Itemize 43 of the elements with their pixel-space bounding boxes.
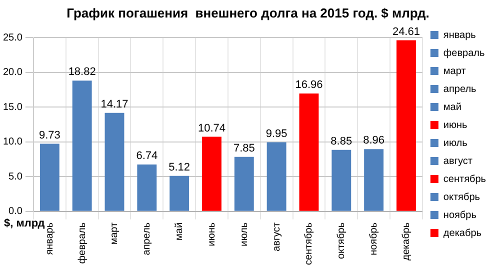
y-tick-label: 10.0 [2,136,23,148]
x-tick-label: январь [44,222,56,255]
x-tick-label: декабрь [400,222,412,260]
y-axis-title: $, млрд [4,217,45,230]
x-tick-label: август [271,222,282,252]
legend-label: май [443,102,462,113]
data-label: 24.61 [392,26,420,38]
x-tick-label: февраль [76,222,88,264]
legend-label: август [443,156,473,167]
x-tick-label: ноябрь [368,222,380,256]
data-label: 9.73 [38,129,60,142]
x-tick-label: июнь [206,222,218,246]
legend-label: февраль [443,48,485,59]
legend-label: апрель [443,84,476,95]
legend-label: июль [443,138,468,149]
legend-label: январь [443,30,476,41]
data-label: 6.74 [136,150,158,162]
y-tick-label: 0.0 [8,206,23,218]
data-label: 18.82 [68,66,96,78]
chart-title: График погашения внешнего долга на 2015 год. $ млрд. [66,5,430,20]
y-tick-label: 15.0 [2,102,23,113]
y-tick-label: 5.0 [8,171,23,182]
data-label: 5.12 [168,161,190,174]
x-tick-label: март [109,222,120,245]
legend-label: октябрь [443,192,480,203]
x-tick-label: сентябрь [304,222,315,265]
data-label: 14.17 [100,98,128,110]
data-label: 16.96 [295,79,323,92]
legend-label: сентябрь [443,174,486,185]
legend-label: ноябрь [443,210,476,221]
x-tick-label: апрель [142,222,153,256]
y-tick-label: 25.0 [2,32,23,44]
data-label: 8.85 [330,135,352,148]
x-tick-label: октябрь [336,222,348,259]
legend-label: март [443,66,466,77]
y-tick-label: 20.0 [2,67,23,78]
x-tick-label: май [174,222,186,240]
data-label: 7.85 [233,142,255,154]
data-label: 9.95 [266,128,288,140]
legend-label: июнь [443,120,468,131]
data-label: 8.96 [363,134,385,147]
data-label: 10.74 [198,122,226,134]
x-tick-label: июль [238,222,250,246]
